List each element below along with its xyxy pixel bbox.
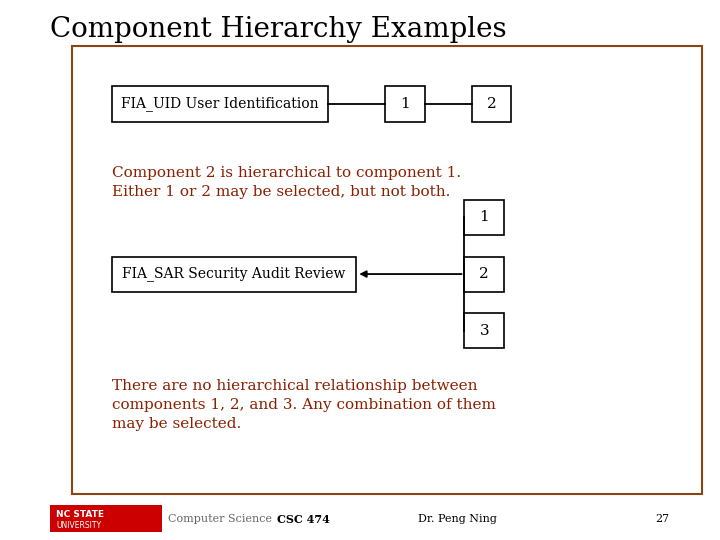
Text: may be selected.: may be selected. bbox=[112, 417, 241, 431]
Text: components 1, 2, and 3. Any combination of them: components 1, 2, and 3. Any combination … bbox=[112, 398, 495, 412]
Bar bbox=[112, 86, 328, 122]
Text: FIA_SAR Security Audit Review: FIA_SAR Security Audit Review bbox=[122, 267, 346, 281]
Bar bbox=[464, 200, 504, 235]
Text: Component 2 is hierarchical to component 1.: Component 2 is hierarchical to component… bbox=[112, 166, 461, 180]
Text: 1: 1 bbox=[480, 211, 489, 224]
Bar bbox=[464, 313, 504, 348]
Bar bbox=[464, 256, 504, 292]
Text: UNIVERSITY: UNIVERSITY bbox=[56, 522, 102, 530]
Text: Either 1 or 2 may be selected, but not both.: Either 1 or 2 may be selected, but not b… bbox=[112, 185, 450, 199]
Text: NC STATE: NC STATE bbox=[56, 510, 104, 519]
Text: CSC 474: CSC 474 bbox=[277, 514, 330, 525]
Text: 2: 2 bbox=[480, 267, 489, 281]
Bar bbox=[112, 256, 356, 292]
Bar bbox=[72, 46, 702, 494]
Text: There are no hierarchical relationship between: There are no hierarchical relationship b… bbox=[112, 379, 477, 393]
Text: 1: 1 bbox=[400, 97, 410, 111]
Text: Dr. Peng Ning: Dr. Peng Ning bbox=[418, 515, 497, 524]
Bar bbox=[472, 86, 511, 122]
Text: 3: 3 bbox=[480, 324, 489, 338]
Text: Component Hierarchy Examples: Component Hierarchy Examples bbox=[50, 16, 507, 43]
Text: FIA_UID User Identification: FIA_UID User Identification bbox=[121, 97, 318, 111]
Text: Computer Science: Computer Science bbox=[168, 515, 271, 524]
Bar bbox=[385, 86, 425, 122]
Text: 2: 2 bbox=[487, 97, 496, 111]
Text: 27: 27 bbox=[655, 515, 670, 524]
Bar bbox=[50, 505, 162, 532]
